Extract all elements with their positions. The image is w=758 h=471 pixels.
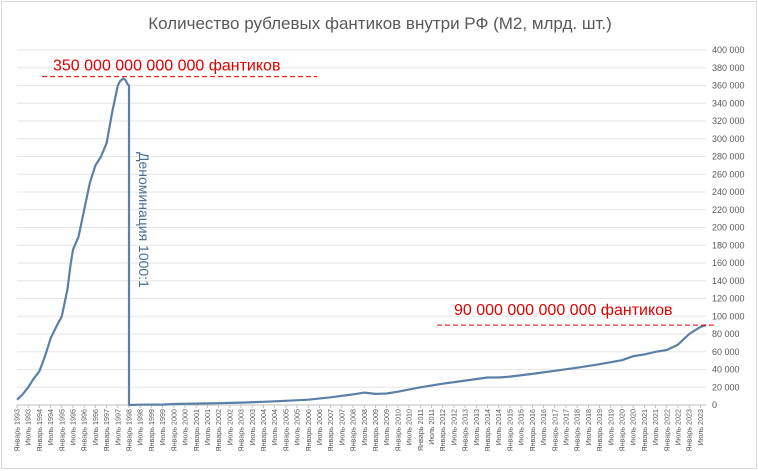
x-tick-label: Январь 1999 [147, 409, 156, 452]
x-tick-label: Июль 1999 [158, 409, 167, 445]
x-tick-label: Январь 2018 [573, 409, 582, 452]
x-tick-label: Июль 1996 [91, 409, 100, 445]
y-tick-label: 40 000 [712, 365, 740, 375]
x-tick-label: Июль 2019 [606, 409, 615, 445]
x-tick-label: Январь 2016 [528, 409, 537, 452]
x-tick-label: Июль 2022 [673, 409, 682, 445]
y-tick-label: 400 000 [712, 45, 745, 55]
x-tick-label: Июль 1995 [69, 409, 78, 445]
y-tick-label: 0 [712, 400, 717, 410]
y-tick-label: 80 000 [712, 329, 740, 339]
x-tick-label: Июль 2002 [225, 409, 234, 445]
y-tick-label: 300 000 [712, 134, 745, 144]
x-tick-label: Июль 1997 [113, 409, 122, 445]
x-tick-label: Январь 1997 [102, 409, 111, 452]
x-tick-label: Июль 2014 [494, 409, 503, 445]
x-tick-label: Январь 1996 [80, 409, 89, 452]
y-tick-label: 220 000 [712, 205, 745, 215]
y-tick-label: 100 000 [712, 311, 745, 321]
x-tick-label: Июль 2020 [629, 409, 638, 445]
x-tick-label: Январь 2007 [326, 409, 335, 452]
x-tick-label: Январь 2001 [192, 409, 201, 452]
x-tick-label: Январь 2003 [237, 409, 246, 452]
x-tick-label: Июль 2021 [651, 409, 660, 445]
x-tick-label: Январь 2023 [685, 409, 694, 452]
x-tick-label: Январь 2021 [640, 409, 649, 452]
y-tick-label: 140 000 [712, 276, 745, 286]
x-tick-label: Июль 2017 [561, 409, 570, 445]
x-tick-label: Июль 2023 [696, 409, 705, 445]
denomination-label: Деноминация 1000:1 [136, 152, 152, 288]
chart-title: Количество рублевых фантиков внутри РФ (… [148, 14, 612, 33]
x-tick-label: Январь 2020 [617, 409, 626, 452]
x-tick-label: Январь 2005 [281, 409, 290, 452]
x-tick-label: Июль 2003 [248, 409, 257, 445]
x-tick-label: Январь 1998 [125, 409, 134, 452]
x-tick-label: Июль 2010 [405, 409, 414, 445]
x-tick-label: Июль 2001 [203, 409, 212, 445]
x-tick-label: Июль 2005 [293, 409, 302, 445]
x-tick-label: Январь 2006 [304, 409, 313, 452]
x-tick-label: Январь 2017 [550, 409, 559, 452]
x-tick-label: Январь 1993 [13, 409, 22, 452]
y-tick-label: 20 000 [712, 382, 740, 392]
x-tick-label: Январь 2008 [349, 409, 358, 452]
x-tick-label: Январь 2022 [662, 409, 671, 452]
x-tick-label: Январь 2019 [595, 409, 604, 452]
x-tick-label: Июль 2006 [315, 409, 324, 445]
x-tick-label: Январь 1995 [57, 409, 66, 452]
x-tick-label: Июль 2008 [360, 409, 369, 445]
x-tick-label: Июль 2015 [517, 409, 526, 445]
x-tick-label: Июль 1993 [24, 409, 33, 445]
y-tick-label: 240 000 [712, 187, 745, 197]
x-tick-label: Июль 2012 [449, 409, 458, 445]
x-tick-label: Январь 1994 [35, 409, 44, 452]
x-tick-label: Июль 2016 [539, 409, 548, 445]
x-tick-label: Июль 2018 [584, 409, 593, 445]
x-tick-label: Январь 2014 [483, 409, 492, 452]
y-tick-label: 340 000 [712, 98, 745, 108]
x-tick-label: Июль 2013 [472, 409, 481, 445]
x-tick-label: Июль 1998 [136, 409, 145, 445]
x-tick-label: Январь 2009 [371, 409, 380, 452]
y-tick-label: 360 000 [712, 81, 745, 91]
x-tick-label: Июль 2011 [427, 409, 436, 445]
y-tick-label: 160 000 [712, 258, 745, 268]
annotation-label-bottom: 90 000 000 000 000 фантиков [454, 302, 673, 319]
x-tick-label: Январь 2013 [461, 409, 470, 452]
x-tick-label: Январь 2010 [393, 409, 402, 452]
x-tick-label: Январь 2004 [259, 409, 268, 452]
annotation-label-top: 350 000 000 000 000 фантиков [53, 58, 280, 75]
x-tick-label: Июль 1994 [46, 409, 55, 445]
y-tick-label: 60 000 [712, 347, 740, 357]
y-tick-label: 280 000 [712, 152, 745, 162]
x-tick-label: Январь 2011 [416, 409, 425, 451]
x-tick-label: Январь 2012 [438, 409, 447, 452]
y-tick-label: 180 000 [712, 240, 745, 250]
y-tick-label: 320 000 [712, 116, 745, 126]
y-tick-label: 380 000 [712, 63, 745, 73]
y-tick-label: 260 000 [712, 169, 745, 179]
x-tick-label: Июль 2007 [337, 409, 346, 445]
x-tick-label: Июль 2000 [181, 409, 190, 445]
x-tick-label: Июль 2009 [382, 409, 391, 445]
x-tick-label: Январь 2015 [505, 409, 514, 452]
y-tick-label: 120 000 [712, 294, 745, 304]
x-tick-label: Июль 2004 [270, 409, 279, 445]
series-line [16, 77, 707, 407]
y-tick-label: 200 000 [712, 223, 745, 233]
x-tick-label: Январь 2002 [214, 409, 223, 452]
x-tick-label: Январь 2000 [169, 409, 178, 452]
